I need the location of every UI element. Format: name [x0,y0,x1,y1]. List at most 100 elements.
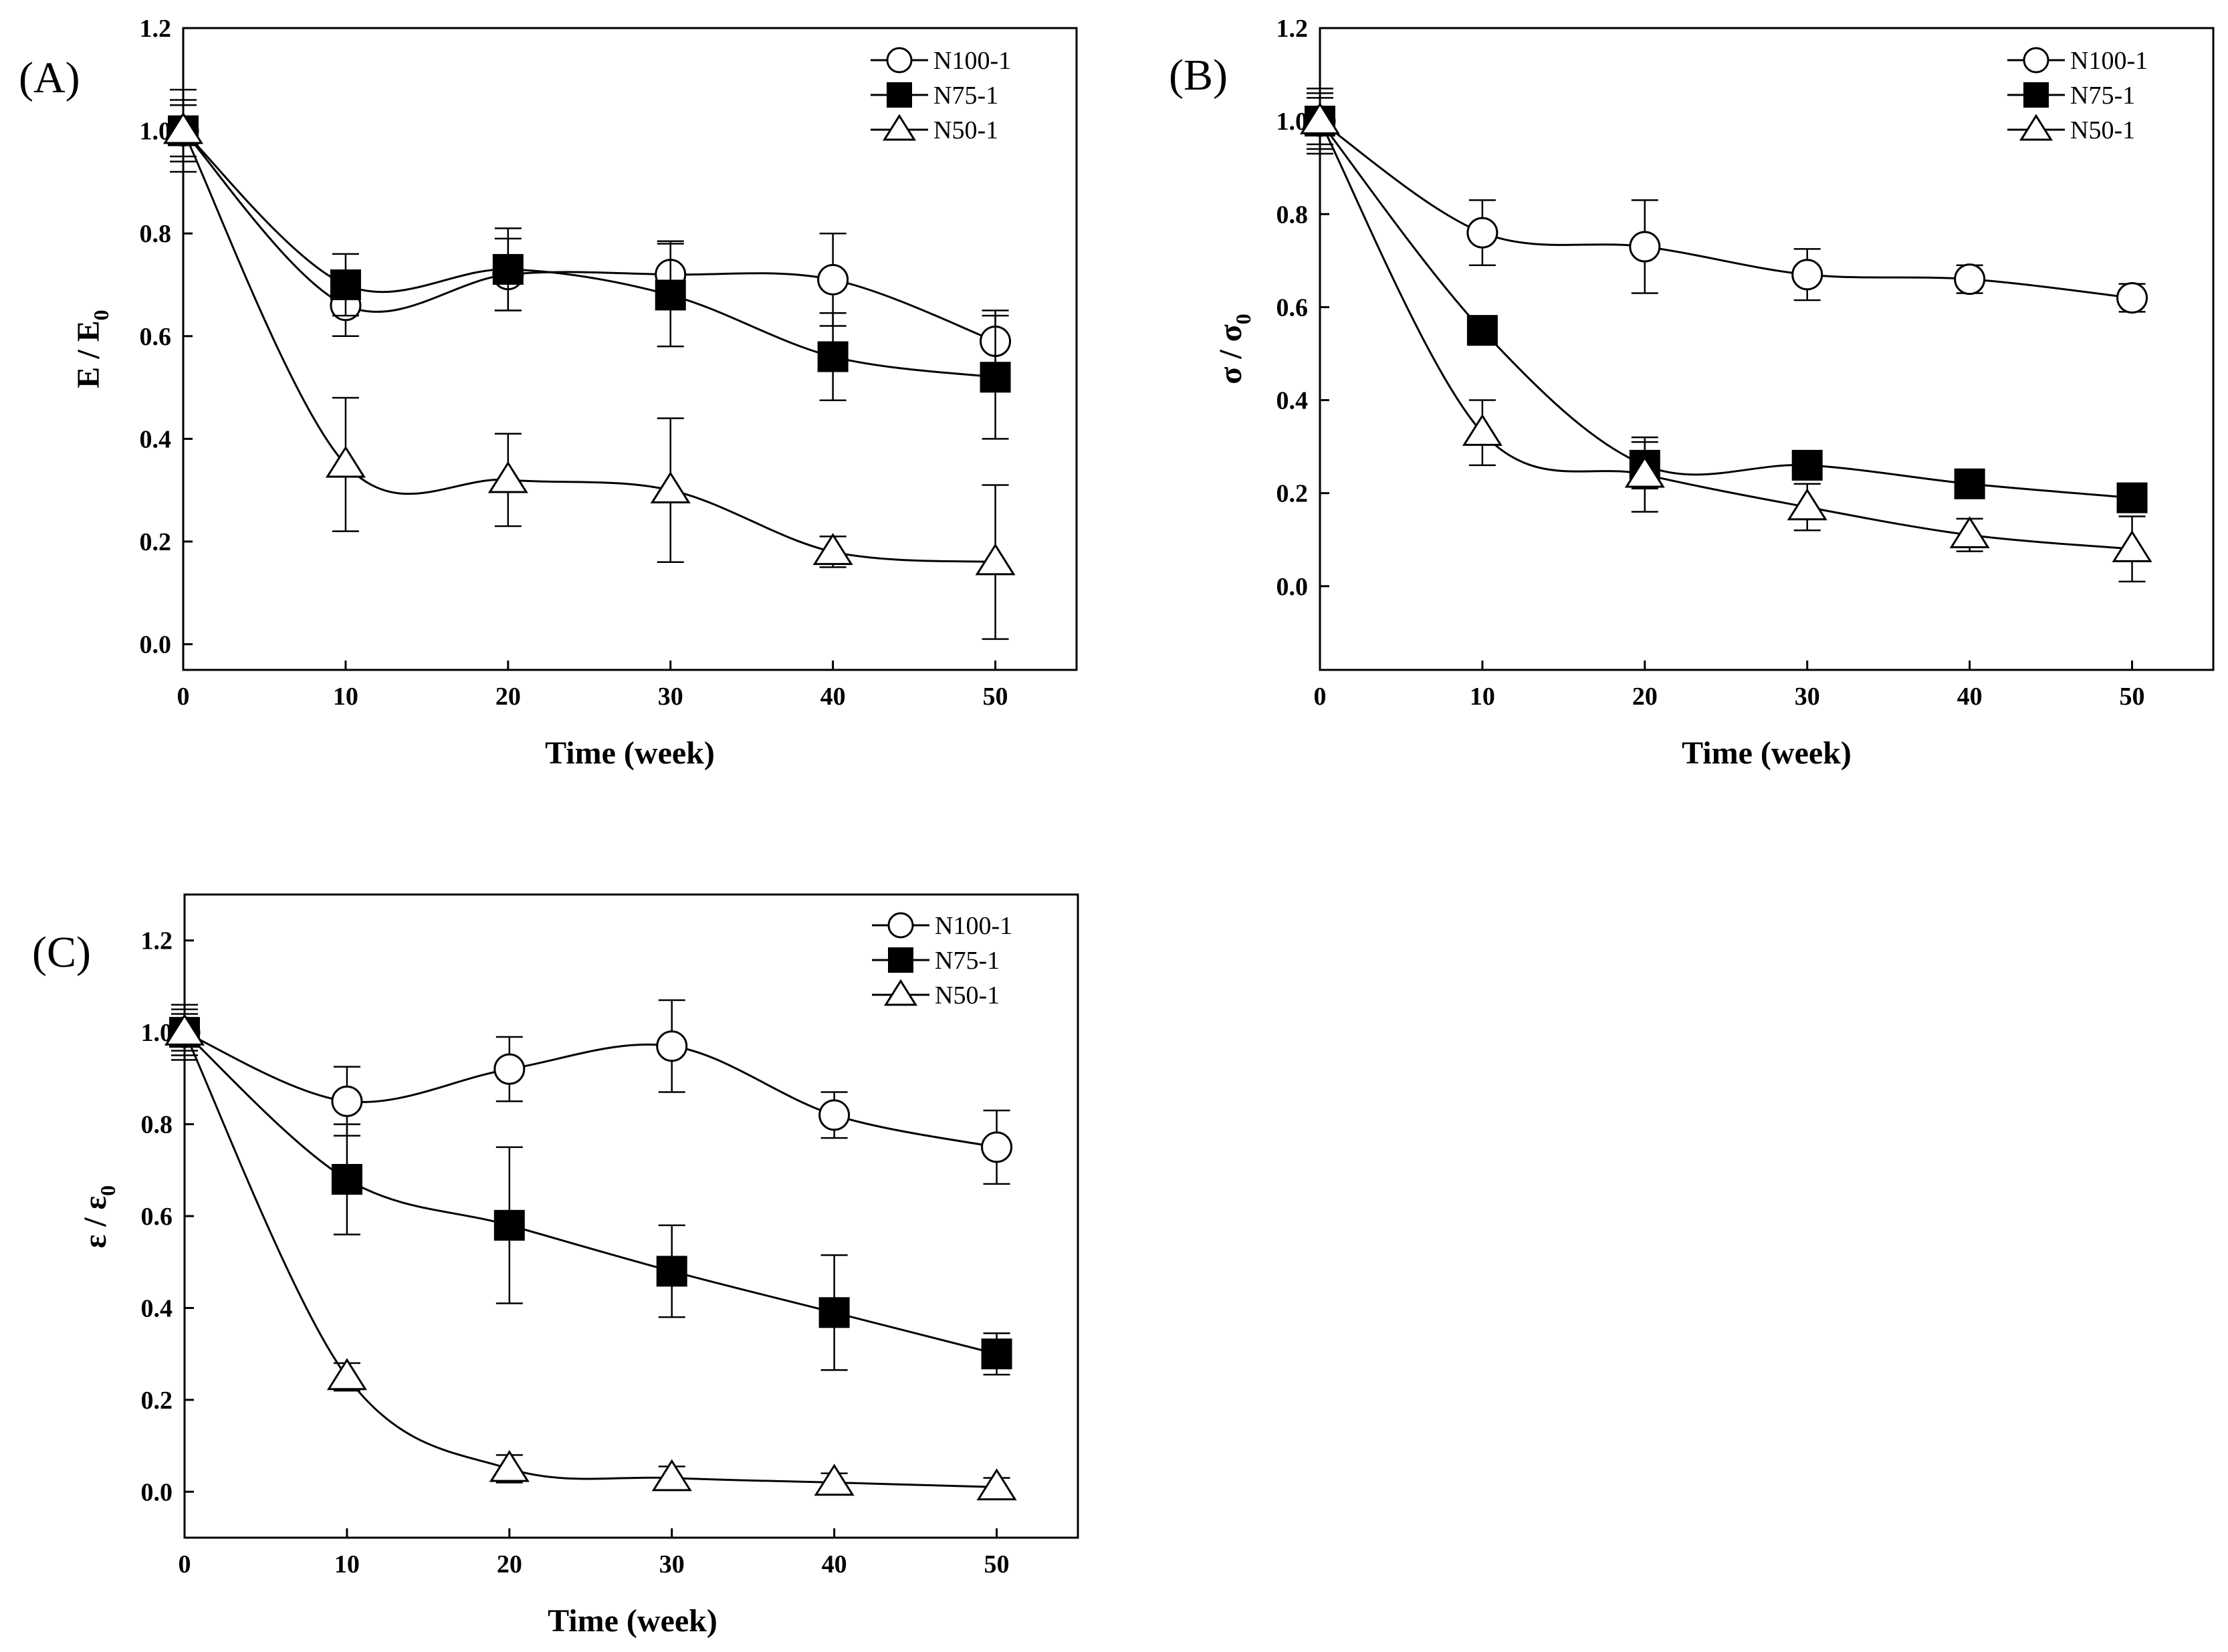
panel-a-data-point [655,279,686,311]
panel-c-data-point [656,1030,688,1062]
panel-b-ticks: 0 10 20 30 40 500.00.20.40.60.81.01.2 [1276,15,2145,711]
panel-c-y-tick-label: 0.8 [141,1111,173,1139]
panel-b-data-point [1299,102,1341,134]
panel-b-y-tick-label: 0.2 [1276,480,1309,508]
panel-b-y-tick-label: 1.2 [1276,15,1309,43]
panel-c-data-point [493,1053,526,1085]
panel-a-data-point [487,461,528,493]
panel-a-ticks: 0 10 20 30 40 500.00.20.40.60.81.01.2 [140,15,1008,711]
panel-c-y-tick-label: 0.6 [141,1203,173,1231]
panel-a-legend-marker [887,82,912,108]
panel-c-legend-label: N75-1 [935,947,1000,975]
panel-c-series-line [183,1032,997,1355]
panel-a-plot-frame [182,27,1078,671]
panel-a-y-tick-label: 0.0 [140,631,172,659]
panel-b-data-point [1629,231,1661,263]
panel-a-data-point [817,341,849,372]
panel-c-y-tick-label: 0.0 [141,1478,173,1506]
panel-a-series-n50-1 [162,99,1016,640]
panel-a-y-tick-label: 1.2 [140,15,172,43]
panel-b-x-tick-label: 10 [1470,683,1495,711]
panel-a-x-axis-label: Time (week) [545,735,715,771]
panel-b-y-tick-label: 0.0 [1276,573,1309,601]
panel-c-series-n75-1 [169,1004,1012,1376]
panel-c: (C) ε / ε0 Time (week) 0 10 20 30 40 500.00.2… [32,893,1079,1639]
panel-c-data-point [326,1358,367,1391]
panel-b-series-n75-1 [1305,92,2148,513]
panel-c-y-label-sub: 0 [96,1185,120,1196]
panel-b-data-point [2116,281,2148,314]
panel-a-data-point [325,445,366,478]
panel-a-tag: (A) [19,53,80,102]
panel-b-x-axis-label: Time (week) [1682,735,1852,771]
panel-a-y-tick-label: 0.2 [140,528,172,556]
panel-c-x-tick-label: 20 [497,1550,522,1578]
panel-c-data-point [493,1209,525,1241]
panel-c-tag: (C) [32,928,91,977]
panel-a-series-line [182,130,996,378]
panel-b-data-point [1462,414,1502,446]
panel-b-series-line [1319,120,2132,550]
panel-c-series-n100-1 [169,999,1013,1185]
panel-a-y-axis-label: E / E0 [71,310,113,388]
panel-c-data-point [331,1085,363,1117]
panel-b-data-point [1949,516,1990,548]
panel-a: (A) E / E0 Time (week) 0 10 20 30 40 500.00.2… [19,15,1078,771]
panel-b-x-tick-label: 20 [1632,683,1658,711]
panel-a-data-point [330,269,361,300]
panel-b-series-n50-1 [1299,97,2152,583]
panel-a-plot-area [162,88,1016,640]
panel-a-series-line [182,130,996,342]
panel-c-x-tick-label: 50 [984,1550,1010,1578]
panel-c-plot-area [164,999,1017,1501]
panel-a-x-tick-label: 10 [333,683,358,711]
panel-a-y-label-main: E / E [71,320,106,388]
panel-b-legend-label: N50-1 [2070,116,2135,144]
panel-a-legend-label: N75-1 [933,82,998,110]
panel-c-data-point [818,1297,850,1328]
panel-b-y-label-main: σ / σ [1213,324,1248,384]
panel-c-data-point [651,1459,692,1492]
panel-b-data-point [1624,455,1665,488]
panel-a-series-n100-1 [167,104,1012,373]
panel-c-series-line [183,1032,997,1488]
panel-c-legend: N100-1 N75-1 N50-1 [872,912,1012,1010]
panel-a-x-tick-label: 20 [495,683,521,711]
panel-b-x-tick-label: 50 [2120,683,2145,711]
panel-a-legend-marker [886,47,913,74]
panel-c-y-axis-label: ε / ε0 [78,1185,120,1248]
panel-a-x-tick-label: 40 [820,683,846,711]
panel-b: (B) σ / σ0 Time (week) 0 10 20 30 40 500.00.2… [1169,15,2215,771]
panel-b-legend-marker [2019,114,2053,141]
panel-a-x-tick-label: 50 [983,683,1008,711]
panel-b-x-tick-label: 40 [1957,683,1983,711]
panel-a-data-point [492,253,524,285]
panel-c-x-axis-label: Time (week) [548,1603,717,1639]
panel-a-data-point [817,263,849,296]
panel-c-data-point [981,1338,1012,1370]
panel-c-y-label-main: ε / ε [78,1196,113,1248]
panel-b-legend-marker [2023,47,2049,74]
panel-c-x-tick-label: 30 [659,1550,685,1578]
panel-b-data-point [1791,259,1823,291]
panel-b-series-line [1319,120,2132,499]
panel-c-y-tick-label: 1.2 [141,927,173,955]
panel-b-legend-label: N75-1 [2070,82,2135,110]
panel-b-x-tick-label: 30 [1795,683,1820,711]
panel-c-legend-marker [888,947,913,973]
panel-a-legend: N100-1 N75-1 N50-1 [871,47,1011,144]
panel-a-data-point [812,533,853,566]
panel-b-data-point [1791,449,1823,481]
panel-b-data-point [1787,488,1827,521]
panel-c-y-tick-label: 0.4 [141,1294,173,1322]
panel-c-data-point [981,1131,1013,1163]
panel-c-legend-label: N50-1 [935,981,1000,1010]
panel-c-ticks: 0 10 20 30 40 500.00.20.40.60.81.01.2 [141,927,1010,1578]
panel-a-legend-label: N100-1 [933,47,1011,75]
panel-c-data-point [656,1256,687,1287]
panel-b-series-n100-1 [1304,88,2148,314]
panel-c-data-point [331,1164,362,1195]
panel-b-y-tick-label: 0.8 [1276,201,1309,229]
panel-a-data-point [980,362,1011,393]
panel-b-y-tick-label: 0.4 [1276,387,1309,415]
